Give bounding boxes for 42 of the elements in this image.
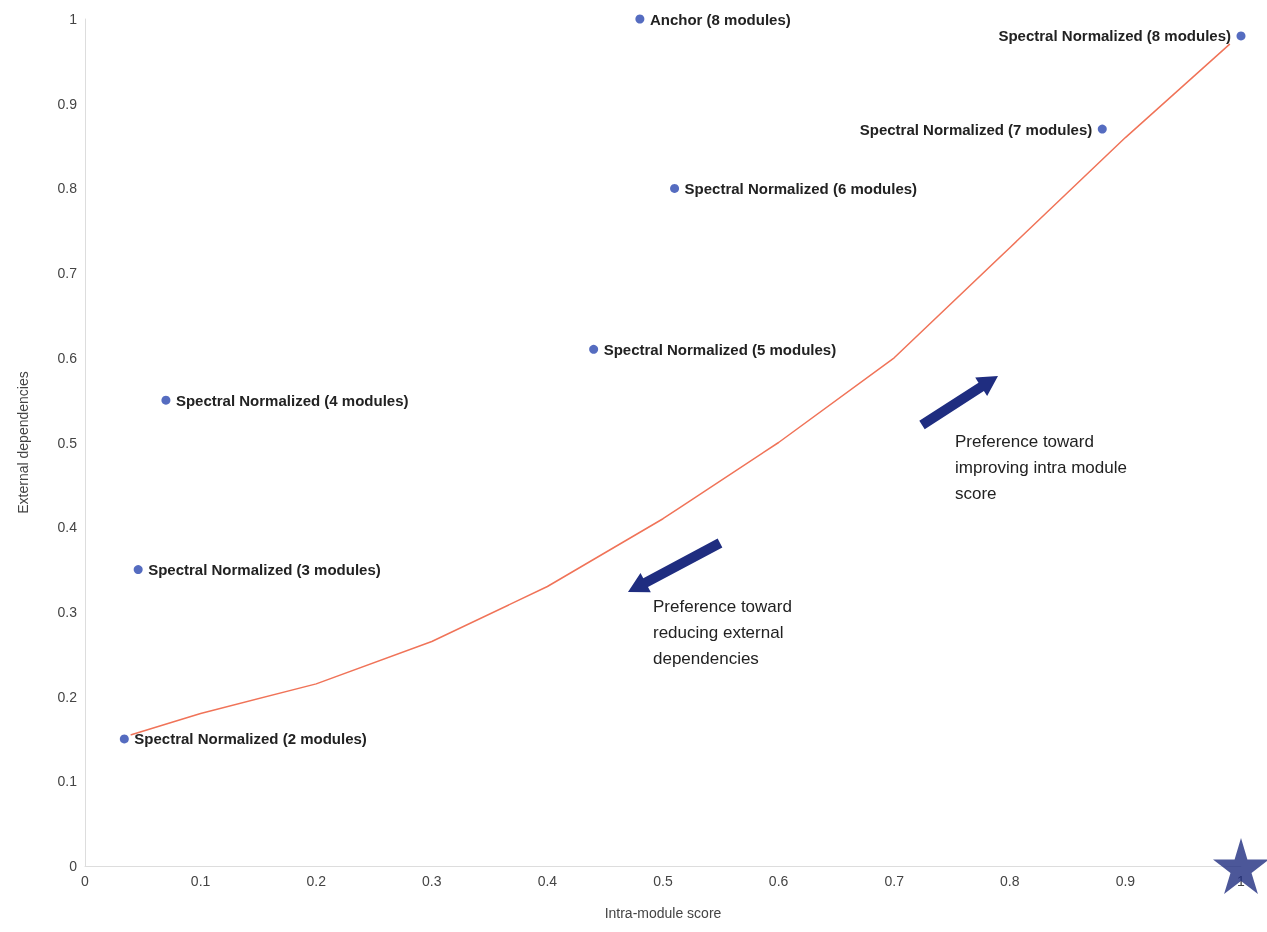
point bbox=[1097, 124, 1107, 134]
annotation: Spectral Normalized (4 modules) bbox=[175, 391, 409, 409]
annotation: Spectral Normalized (5 modules) bbox=[603, 340, 837, 358]
y-tick-label: 0.9 bbox=[57, 95, 78, 112]
x-tick-label: 0.2 bbox=[306, 873, 327, 889]
point bbox=[161, 395, 171, 405]
y-tick-label: 0.5 bbox=[57, 434, 78, 451]
y-tick-label: 0.1 bbox=[57, 773, 78, 790]
y-tick-label: 1 bbox=[69, 11, 78, 27]
y-axis-title: External dependencies bbox=[15, 371, 31, 514]
x-tick-label: 0.6 bbox=[768, 873, 789, 889]
point bbox=[133, 565, 143, 575]
x-tick-label: 0 bbox=[81, 873, 90, 889]
y-tick-label: 0.8 bbox=[57, 180, 78, 197]
x-tick-label: 0.9 bbox=[1115, 873, 1136, 889]
point bbox=[1213, 838, 1267, 894]
y-tick-label: 0.2 bbox=[57, 688, 78, 705]
point bbox=[670, 183, 680, 193]
annotation: Spectral Normalized (6 modules) bbox=[684, 179, 918, 197]
annotation: Anchor (8 modules) bbox=[649, 10, 791, 28]
annotation: Preference toward reducing external dependencies bbox=[653, 596, 797, 668]
y-tick-label: 0.7 bbox=[57, 265, 78, 282]
x-tick-label: 0.5 bbox=[653, 873, 673, 889]
x-tick-label: 0.4 bbox=[537, 873, 558, 889]
y-tick-label: 0.3 bbox=[57, 603, 78, 620]
y-tick-label: 0.4 bbox=[57, 519, 78, 536]
x-tick-label: 0.3 bbox=[422, 873, 442, 889]
point bbox=[589, 344, 599, 354]
point bbox=[1236, 31, 1246, 41]
y-tick-label: 0.6 bbox=[57, 349, 78, 366]
annotation: Spectral Normalized (3 modules) bbox=[148, 561, 381, 579]
x-axis-title: Intra-module score bbox=[604, 905, 722, 921]
x-tick-label: 0.1 bbox=[190, 873, 211, 889]
y-tick-label: 0 bbox=[69, 858, 78, 874]
annotation: Preference toward improving intra module score bbox=[955, 431, 1132, 503]
annotation: Spectral Normalized (8 modules) bbox=[998, 27, 1231, 45]
point bbox=[635, 14, 645, 24]
point bbox=[119, 734, 129, 744]
x-tick-label: 0.7 bbox=[884, 873, 905, 889]
annotation: Spectral Normalized (2 modules) bbox=[134, 730, 367, 748]
annotation: Spectral Normalized (7 modules) bbox=[859, 120, 1093, 138]
x-tick-label: 0.8 bbox=[1000, 873, 1020, 889]
